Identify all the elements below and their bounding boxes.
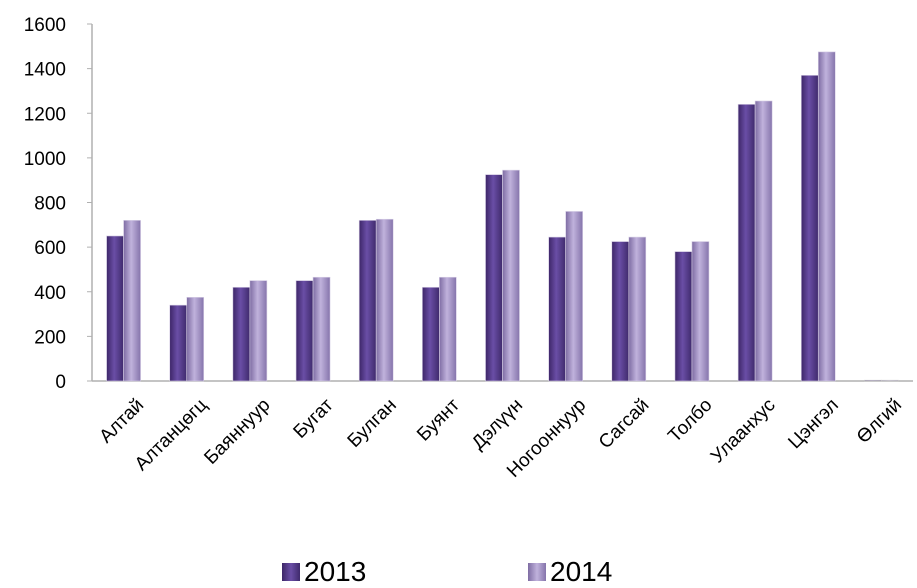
x-category-label: Өлгий (853, 395, 906, 448)
bar-2014-2 (186, 297, 205, 382)
x-category-label: Алтай (96, 395, 149, 448)
y-tick-label: 1000 (24, 149, 66, 170)
bar-2013-12 (800, 75, 819, 382)
x-category-label: Баяннуур (200, 395, 274, 469)
bar-2014-9 (628, 236, 647, 382)
bar-2013-3 (232, 286, 251, 382)
bar-2013-10 (674, 251, 693, 382)
x-category-label: Бугат (290, 395, 338, 443)
bar-2013-11 (737, 104, 756, 382)
x-category-label: Дэлүүн (468, 395, 527, 454)
y-tick-label: 0 (55, 372, 66, 393)
x-category-label: Толбо (664, 395, 716, 447)
bar-2013-9 (611, 241, 630, 382)
bar-2014-8 (565, 211, 583, 382)
legend-item-2013: 2013 (282, 556, 366, 588)
y-tick-label: 1600 (24, 15, 66, 36)
x-category-label: Цэнгэл (784, 395, 842, 453)
bar-2013-8 (548, 236, 566, 382)
bar-2013-1 (106, 235, 124, 382)
bar-2014-13 (881, 379, 899, 382)
bars-group (106, 51, 899, 382)
x-category-label: Булган (344, 395, 401, 452)
y-tick-label: 400 (34, 283, 66, 304)
x-category-label: Улаанхус (707, 395, 780, 468)
legend-swatch-2013 (282, 563, 300, 581)
x-category-label: Сагсай (595, 395, 653, 453)
bar-2014-12 (817, 51, 836, 382)
y-tick-label: 200 (34, 327, 66, 348)
bar-2014-6 (439, 276, 457, 382)
bar-2014-5 (375, 218, 394, 382)
bar-2014-1 (123, 220, 141, 382)
y-tick-label: 800 (34, 194, 66, 215)
y-tick-label: 1200 (24, 104, 66, 125)
legend-swatch-2014 (528, 563, 546, 581)
bar-2013-4 (295, 280, 314, 382)
bar-2013-13 (864, 379, 882, 382)
bar-2014-7 (502, 169, 520, 382)
bar-2013-5 (358, 220, 377, 382)
bar-2013-2 (169, 304, 188, 382)
y-axis-ticks: 0 200 400 600 800 1000 1200 1400 1600 (24, 15, 92, 393)
bar-2013-6 (422, 286, 440, 382)
legend-label-2013: 2013 (304, 556, 367, 587)
bar-2014-4 (312, 276, 331, 382)
bar-2014-11 (754, 100, 773, 382)
legend-label-2014: 2014 (550, 556, 613, 587)
bar-2014-10 (691, 241, 710, 382)
legend-item-2014: 2014 (528, 556, 612, 588)
bar-2014-3 (249, 280, 268, 382)
y-tick-label: 1400 (24, 60, 66, 81)
x-category-label: Буянт (413, 395, 464, 446)
bar-2013-7 (485, 174, 503, 382)
y-tick-label: 600 (34, 238, 66, 259)
legend: 2013 2014 (0, 556, 917, 588)
